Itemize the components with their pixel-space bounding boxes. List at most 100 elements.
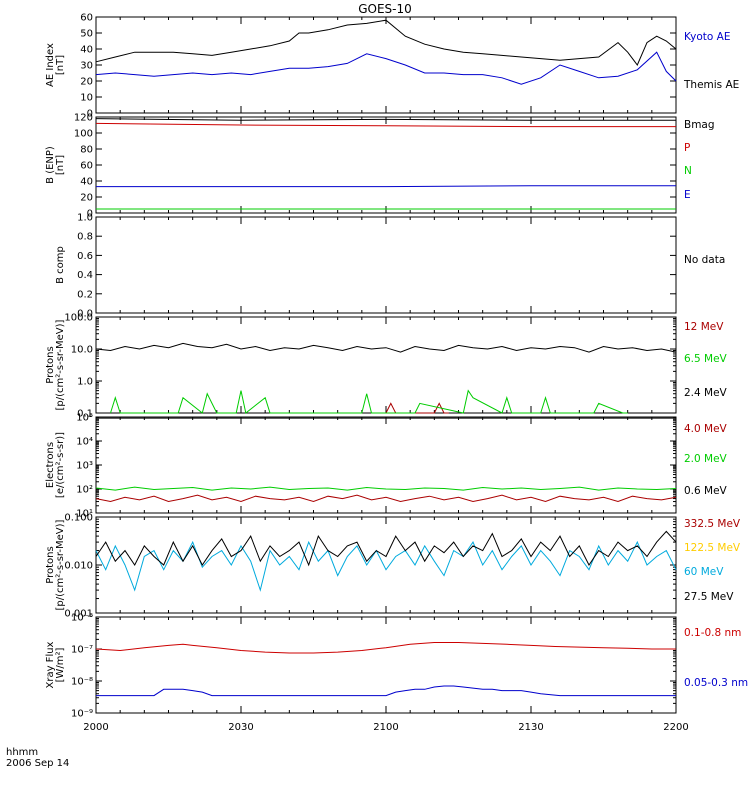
legend-entry: Themis AE [683, 79, 739, 91]
y-tick-label: 1.0 [77, 213, 93, 224]
y-tick-label: 10 [80, 93, 93, 104]
y-tick-label: 10⁵ [76, 413, 93, 424]
y-tick-label: 10¹ [76, 509, 93, 520]
panel-2: 0.0 0.2 0.4 0.6 0.8 1.0 B comp No data [55, 213, 725, 320]
panel-5: 0.001 0.010 0.100 Protons [p/(cm²-s-sr-MeV)]… [45, 513, 741, 620]
legend-entry: 2.4 MeV [684, 387, 728, 399]
y-tick-label: 0.001 [64, 609, 93, 620]
series-line [95, 642, 676, 654]
x-tick-label: 2200 [663, 722, 688, 733]
legend-entry: 332.5 MeV [684, 518, 741, 530]
y-tick-label: 30 [80, 61, 93, 72]
panel-3: 0.1 1.0 10.0 100.0 Protons [p/(cm²-s-sr-MeV)]… [45, 313, 728, 420]
panel-1: 0 20 40 60 80 100 120 B (ENP) [nT] Bmag PNE [45, 113, 715, 220]
legend-entry: Bmag [684, 119, 715, 131]
y-tick-label: 10⁻⁸ [71, 677, 93, 688]
y-tick-label: 10⁻⁶ [71, 613, 93, 624]
y-tick-label: 40 [80, 45, 93, 56]
y-tick-label: 0.6 [77, 251, 93, 262]
series-line [95, 51, 677, 85]
y-axis-label: [p/(cm²-s-sr-MeV)] [55, 519, 66, 610]
legend-entry: 6.5 MeV [684, 353, 728, 365]
series-line [96, 185, 676, 188]
x-tick-label: 2100 [373, 722, 398, 733]
y-tick-label: 0.100 [64, 513, 93, 524]
x-tick-label: 2000 [83, 722, 108, 733]
y-axis-label: B comp [55, 246, 66, 284]
legend-entry: 0.6 MeV [684, 485, 728, 497]
x-tick-label: 2030 [228, 722, 253, 733]
series-line [95, 540, 677, 592]
x-tick-label: 2130 [518, 722, 543, 733]
y-tick-label: 10⁻⁹ [71, 709, 93, 720]
y-tick-label: 20 [80, 193, 93, 204]
panel-6: 10⁻⁹ 10⁻⁸ 10⁻⁷ 10⁻⁶ Xray Flux [W/m²] 0.1-0.8 n… [45, 613, 748, 720]
series-line [110, 389, 628, 414]
y-tick-label: 20 [80, 77, 93, 88]
y-tick-label: 10³ [76, 461, 93, 472]
series-line [95, 494, 677, 503]
y-tick-label: 0.8 [77, 232, 93, 243]
y-axis-label: [nT] [55, 155, 66, 175]
legend-entry: 2.0 MeV [684, 453, 728, 465]
y-tick-label: 0.010 [64, 561, 93, 572]
panel-frame [95, 16, 677, 114]
y-tick-label: 0.1 [77, 409, 93, 420]
y-axis-label: [e/(cm²-s-sr)] [55, 432, 66, 498]
series-line [95, 122, 676, 128]
y-axis-label: AE Index [45, 43, 56, 87]
series-line [96, 685, 676, 697]
legend-entry: Kyoto AE [684, 31, 730, 43]
series-line [95, 118, 676, 121]
y-tick-label: 0.4 [77, 270, 93, 281]
legend-entry: E [684, 189, 691, 201]
y-axis-label: [W/m²] [55, 647, 66, 682]
y-tick-label: 10⁻⁷ [71, 645, 93, 656]
panel-frame [95, 116, 677, 214]
legend-entry: 122.5 MeV [684, 542, 741, 554]
y-axis-label: [nT] [55, 55, 66, 75]
time-axis-label: hhmm [6, 747, 38, 758]
y-tick-label: 0.2 [77, 289, 93, 300]
y-axis-label: Protons [45, 346, 56, 383]
panel-frame [95, 616, 677, 714]
legend-entry: 12 MeV [684, 321, 724, 333]
series-line [95, 486, 677, 491]
y-axis-label: Xray Flux [45, 641, 56, 688]
series-line [95, 342, 677, 353]
legend-entry: 4.0 MeV [684, 423, 728, 435]
y-tick-label: 1.0 [77, 377, 93, 388]
y-axis-label: B (ENP) [45, 146, 56, 184]
y-tick-label: 10⁴ [76, 437, 93, 448]
y-axis-label: [p/(cm²-s-sr-MeV)] [55, 319, 66, 410]
legend-entry: No data [684, 254, 725, 266]
y-tick-label: 40 [80, 177, 93, 188]
series-line [385, 402, 449, 414]
y-tick-label: 0.0 [77, 309, 93, 320]
panel-4: 10¹ 10² 10³ 10⁴ 10⁵ Electrons [e/(cm²-s-sr)] 4.… [45, 413, 728, 520]
legend-entry: 27.5 MeV [684, 591, 734, 603]
y-axis-label: Protons [45, 546, 56, 583]
legend-entry: 0.05-0.3 nm [684, 677, 748, 689]
plot-title: GOES-10 [358, 2, 412, 16]
y-tick-label: 100.0 [64, 313, 93, 324]
x-axis-tick-labels: 2000 2030 2100 2130 2200 [83, 722, 688, 733]
panel-frame [95, 216, 677, 314]
y-tick-label: 0 [87, 209, 93, 220]
y-tick-label: 80 [80, 145, 93, 156]
y-tick-label: 10² [76, 485, 93, 496]
y-tick-label: 50 [80, 29, 93, 40]
legend-entry: 60 MeV [684, 566, 724, 578]
date-label: 2006 Sep 14 [6, 758, 69, 769]
y-tick-label: 100 [74, 129, 93, 140]
legend-entry: N [684, 165, 692, 177]
y-tick-label: 60 [80, 13, 93, 24]
panel-0: 0 10 20 30 40 50 60 AE Index [nT] Kyoto AE Themis … [45, 13, 739, 120]
series-line [95, 530, 677, 567]
y-tick-label: 10.0 [71, 345, 93, 356]
y-tick-label: 0 [87, 109, 93, 120]
legend-entry: P [684, 142, 690, 154]
y-tick-label: 60 [80, 161, 93, 172]
